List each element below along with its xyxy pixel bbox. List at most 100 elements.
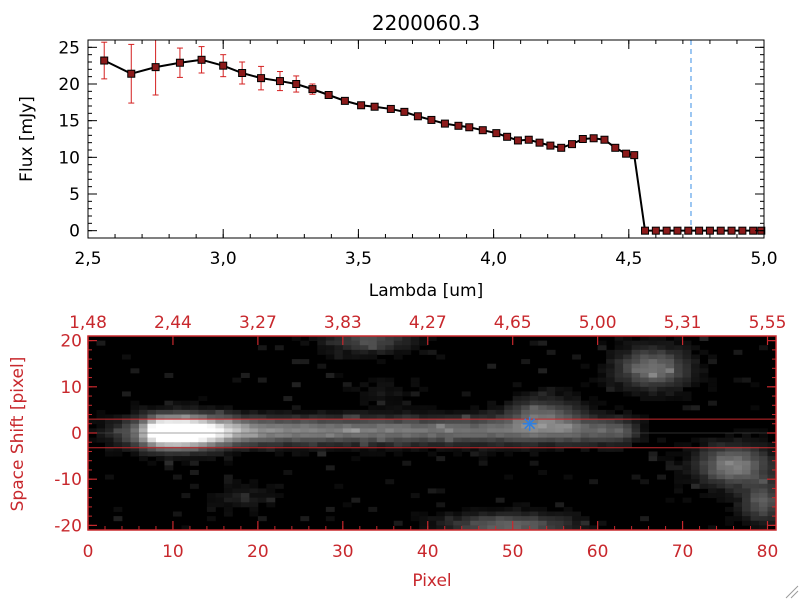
heatmap-cell bbox=[266, 502, 276, 508]
heatmap-cell bbox=[733, 349, 743, 355]
heatmap-cell bbox=[393, 400, 403, 406]
heatmap-cell bbox=[240, 497, 250, 503]
heatmap-cell bbox=[614, 354, 624, 360]
heatmap-cell bbox=[351, 497, 361, 503]
heatmap-cell bbox=[555, 419, 565, 425]
heatmap-cell bbox=[189, 456, 199, 462]
resize-grip-icon[interactable] bbox=[785, 585, 799, 599]
heatmap-cell bbox=[521, 525, 531, 531]
heatmap-cell bbox=[164, 419, 174, 425]
heatmap-cell bbox=[376, 419, 386, 425]
heatmap-cell bbox=[291, 359, 301, 365]
heatmap-cell bbox=[206, 506, 216, 512]
heatmap-cell bbox=[563, 396, 573, 402]
heatmap-cell bbox=[240, 423, 250, 429]
spectrum-point bbox=[578, 135, 587, 143]
heatmap-cell bbox=[708, 437, 717, 443]
heatmap-cell bbox=[351, 336, 361, 342]
heatmap-cell bbox=[351, 428, 361, 434]
heatmap-cell bbox=[708, 446, 717, 452]
spectrum-ticks: 2,5 3,0 3,5 4,0 4,5 5,0 0 5 10 15 20 25 bbox=[58, 38, 777, 269]
spectrum-y-tick-label: 20 bbox=[58, 75, 80, 95]
heatmap-cell bbox=[88, 437, 97, 443]
spectrum-y-tick-label: 10 bbox=[58, 148, 80, 168]
heatmap-cell bbox=[232, 428, 242, 434]
heatmap-cell bbox=[529, 414, 539, 420]
heatmap-cell bbox=[750, 465, 760, 471]
heatmap-cell bbox=[563, 520, 573, 526]
heatmap-cell bbox=[138, 428, 148, 434]
heatmap-cell bbox=[597, 340, 607, 346]
heatmap-cell bbox=[334, 414, 344, 420]
heatmap-cell bbox=[385, 409, 395, 415]
heatmap-cell bbox=[359, 354, 369, 360]
heatmap-cell bbox=[402, 419, 412, 425]
heatmap-cell bbox=[385, 423, 395, 429]
heatmap-cell bbox=[725, 437, 734, 443]
image-x-tick-label: 80 bbox=[757, 542, 779, 562]
heatmap-cell bbox=[614, 382, 624, 388]
heatmap-cell bbox=[674, 483, 683, 489]
heatmap-cell bbox=[614, 419, 624, 425]
heatmap-cell bbox=[521, 359, 531, 365]
heatmap-cell bbox=[759, 451, 768, 457]
heatmap-cell bbox=[555, 525, 565, 531]
heatmap-cell bbox=[597, 382, 607, 388]
heatmap-cell bbox=[138, 456, 148, 462]
heatmap-cell bbox=[750, 437, 760, 443]
heatmap-cell bbox=[240, 488, 250, 494]
heatmap-cell bbox=[708, 382, 717, 388]
heatmap-cell bbox=[317, 409, 327, 415]
heatmap-cell bbox=[155, 433, 165, 439]
heatmap-cell bbox=[172, 400, 182, 406]
heatmap-cell bbox=[172, 423, 182, 429]
heatmap-cell bbox=[410, 405, 420, 411]
heatmap-cell bbox=[376, 349, 386, 355]
heatmap-cell bbox=[563, 405, 573, 411]
heatmap-cell bbox=[249, 423, 259, 429]
heatmap-cell bbox=[376, 433, 386, 439]
heatmap-cell bbox=[538, 506, 548, 512]
heatmap-cell bbox=[742, 516, 751, 522]
heatmap-cell bbox=[402, 405, 412, 411]
heatmap-cell bbox=[563, 516, 573, 522]
heatmap-cell bbox=[597, 428, 607, 434]
heatmap-cell bbox=[274, 419, 284, 425]
heatmap-cell bbox=[147, 414, 157, 420]
heatmap-cell bbox=[546, 405, 556, 411]
heatmap-cell bbox=[249, 419, 259, 425]
image-x-tick-label: 40 bbox=[417, 542, 439, 562]
heatmap-cell bbox=[580, 428, 590, 434]
heatmap-cell bbox=[181, 400, 191, 406]
heatmap-cell bbox=[708, 483, 717, 489]
heatmap-cell bbox=[495, 428, 505, 434]
heatmap-cell bbox=[648, 372, 658, 378]
heatmap-cell bbox=[742, 469, 751, 475]
spectrum-point bbox=[738, 226, 747, 235]
heatmap-cell bbox=[257, 488, 267, 494]
heatmap-cell bbox=[640, 363, 649, 369]
heatmap-cell bbox=[538, 442, 548, 448]
heatmap-cell bbox=[750, 483, 760, 489]
heatmap-cell bbox=[223, 502, 233, 508]
heatmap-cell bbox=[342, 419, 352, 425]
heatmap-cell bbox=[750, 446, 760, 452]
heatmap-cell bbox=[631, 363, 641, 369]
heatmap-cell bbox=[725, 451, 734, 457]
heatmap-cell bbox=[172, 511, 182, 517]
heatmap-cell bbox=[555, 442, 565, 448]
heatmap-cell bbox=[300, 414, 310, 420]
heatmap-cell bbox=[606, 382, 616, 388]
heatmap-cell bbox=[189, 460, 199, 466]
heatmap-cell bbox=[249, 414, 259, 420]
spectrum-point bbox=[546, 141, 555, 150]
heatmap-cell bbox=[317, 428, 327, 434]
heatmap-cell bbox=[674, 340, 683, 346]
heatmap-cell bbox=[623, 386, 632, 392]
heatmap-cell bbox=[657, 456, 666, 462]
heatmap-cell bbox=[733, 516, 743, 522]
heatmap-cell bbox=[172, 419, 182, 425]
heatmap-cell bbox=[427, 516, 437, 522]
heatmap-cell bbox=[334, 354, 344, 360]
heatmap-cell bbox=[555, 396, 565, 402]
